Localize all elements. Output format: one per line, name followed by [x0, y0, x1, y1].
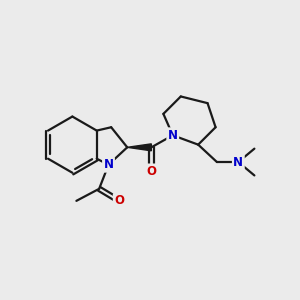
Text: O: O	[146, 165, 156, 178]
Text: N: N	[103, 158, 113, 171]
Text: N: N	[233, 155, 243, 169]
Text: N: N	[168, 129, 178, 142]
Text: O: O	[114, 194, 124, 207]
Polygon shape	[127, 144, 151, 151]
